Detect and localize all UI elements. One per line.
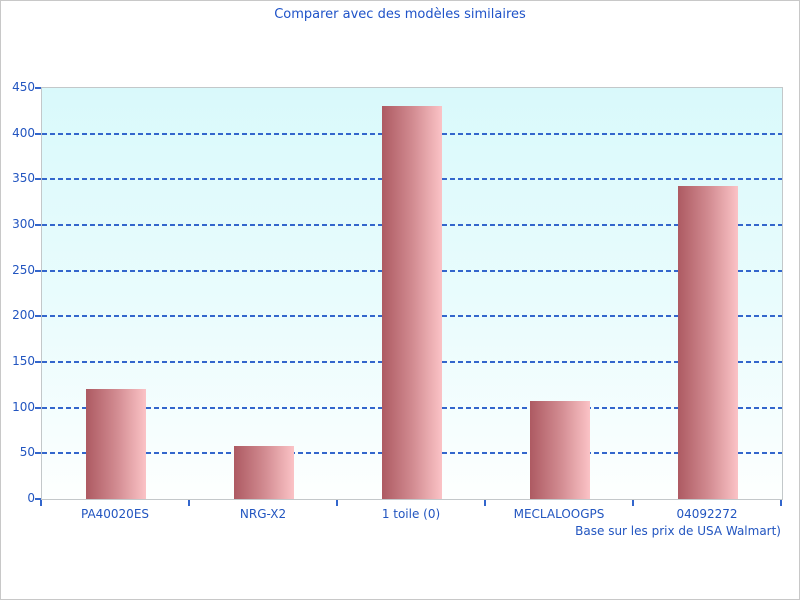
y-axis-label-250: 250 [12,262,35,277]
x-axis-tick [188,500,190,506]
x-axis-label-MECLALOOGPS: MECLALOOGPS [513,507,605,521]
x-axis-label-PA40020ES: PA40020ES [80,507,150,521]
y-axis-tick [35,87,41,89]
bar-04092272 [678,186,738,499]
y-axis-tick [35,224,41,226]
bar-1 toile (0) [382,106,442,499]
bar-PA40020ES [86,389,146,499]
x-axis-label-NRG-X2: NRG-X2 [239,507,287,521]
x-axis-tick [632,500,634,506]
chart-footnote: Base sur les prix de USA Walmart) [575,524,781,538]
bar-NRG-X2 [234,446,294,499]
y-axis-label-400: 400 [12,125,35,140]
y-axis-label-200: 200 [12,308,35,323]
y-axis-label-300: 300 [12,217,35,231]
y-axis-tick [35,178,41,181]
chart-title: Comparer avec des modèles similaires [274,7,526,22]
y-axis-tick [35,132,41,135]
y-axis-label-0: 0 [27,491,35,505]
y-axis-tick [35,269,41,272]
y-axis-label-150: 150 [12,354,35,368]
y-axis-label-50: 50 [19,445,35,460]
y-axis-tick [35,361,41,363]
plot-area [41,87,783,500]
x-axis-tick [336,500,338,506]
x-axis-tick [40,500,42,506]
y-axis-label-350: 350 [12,171,35,186]
y-axis-tick [35,498,41,500]
x-axis-tick [780,500,782,506]
bar-MECLALOOGPS [530,401,590,499]
y-axis-tick [35,406,41,409]
y-axis-label-100: 100 [12,399,35,414]
x-axis-tick [484,500,486,506]
y-axis-tick [35,452,41,455]
y-axis-label-450: 450 [12,80,35,94]
x-axis-label-1 toile (0): 1 toile (0) [381,507,441,521]
x-axis-label-04092272: 04092272 [676,507,738,521]
y-axis-tick [35,315,41,318]
